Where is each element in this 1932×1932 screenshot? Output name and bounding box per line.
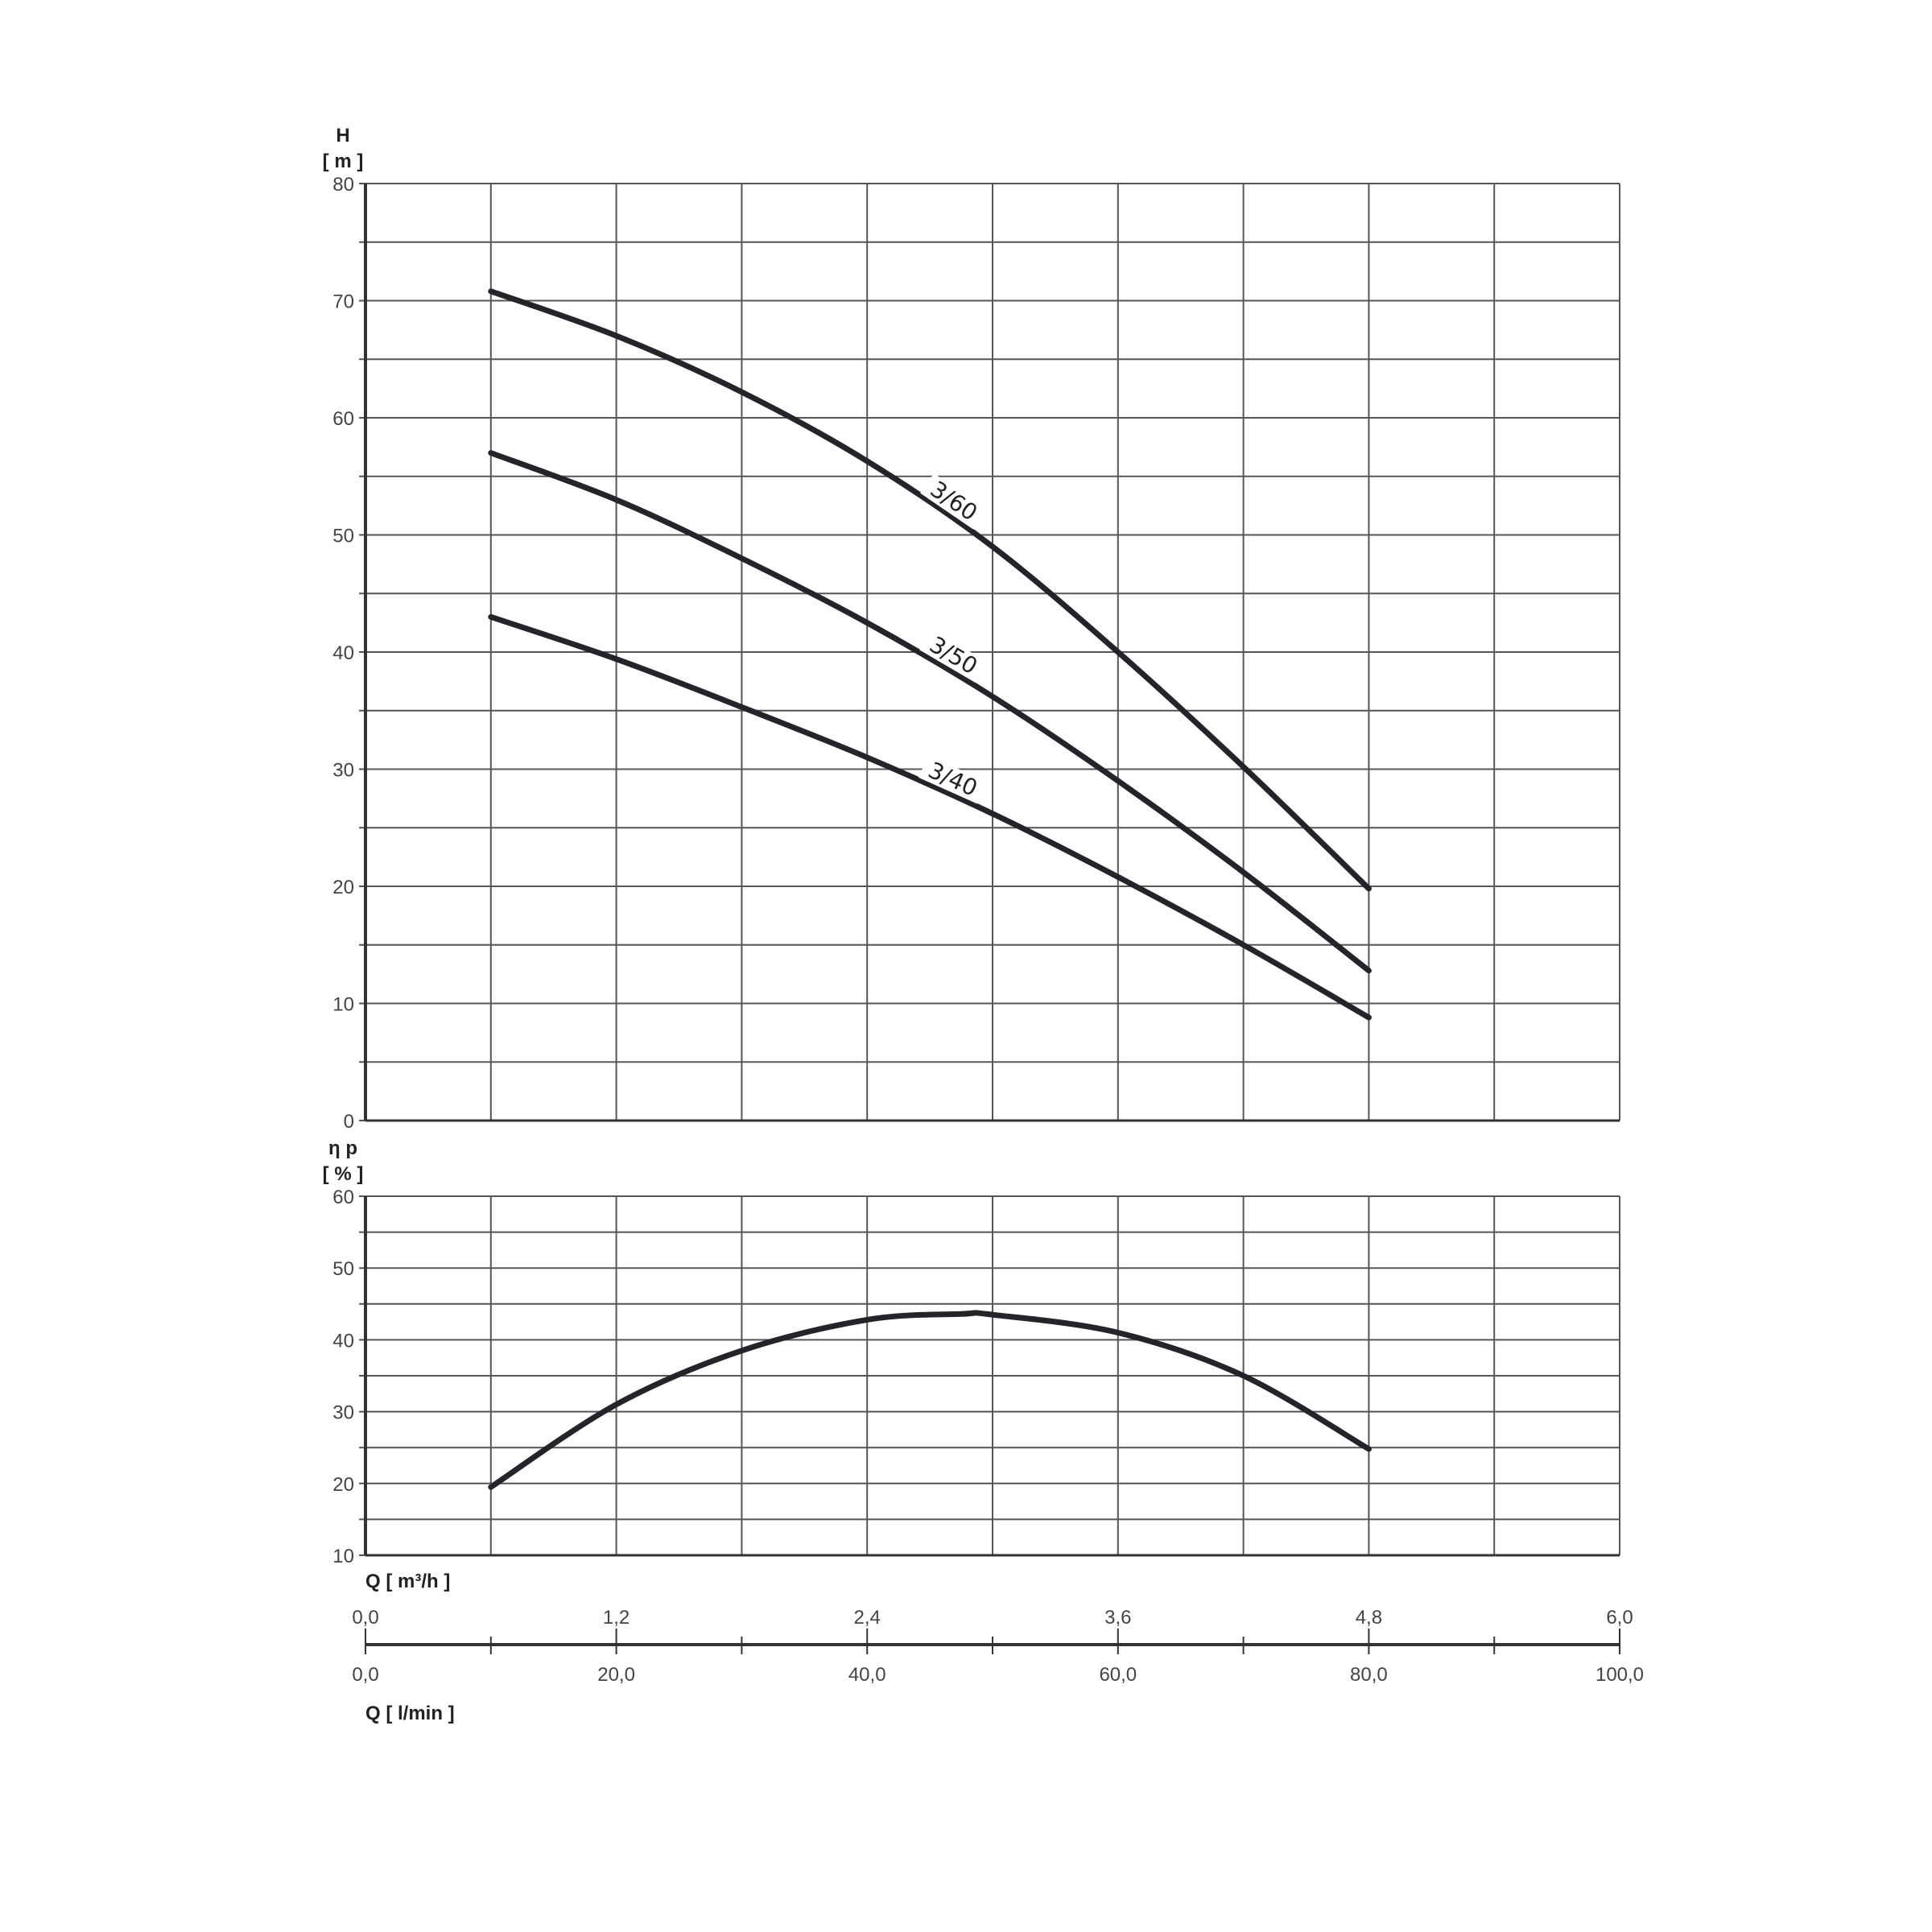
- y-tick-label: 0: [344, 1111, 354, 1133]
- y-tick-label: 20: [332, 1474, 354, 1496]
- series-label-bg: [920, 473, 988, 530]
- y-tick-label: 40: [332, 1330, 354, 1352]
- series-label-bg: [918, 755, 988, 804]
- x-axis-label-lmin: Q [ l/min ]: [365, 1703, 455, 1724]
- x-tick-label-lmin: 0,0: [352, 1664, 378, 1686]
- x-tick-label-m3h: 4,8: [1356, 1607, 1382, 1629]
- y-axis-unit: [ % ]: [323, 1163, 364, 1185]
- series-line: [488, 1310, 1372, 1490]
- series-line: [488, 613, 1372, 1021]
- x-tick-label-lmin: 60,0: [1099, 1664, 1137, 1686]
- y-axis-label: H: [336, 125, 349, 147]
- y-tick-label: 40: [332, 642, 354, 664]
- x-tick-label-m3h: 2,4: [854, 1607, 881, 1629]
- series-line: [488, 288, 1372, 892]
- x-axis-label-m3h: Q [ m³/h ]: [365, 1571, 450, 1592]
- series-line: [488, 450, 1372, 974]
- x-tick-label-lmin: 40,0: [848, 1664, 886, 1686]
- y-axis-unit: [ m ]: [323, 151, 364, 172]
- y-tick-label: 30: [332, 1402, 354, 1424]
- y-tick-label: 10: [332, 1546, 354, 1567]
- x-tick-label-m3h: 3,6: [1104, 1607, 1131, 1629]
- x-tick-label-m3h: 6,0: [1606, 1607, 1633, 1629]
- y-tick-label: 30: [332, 760, 354, 782]
- y-tick-label: 50: [332, 1258, 354, 1280]
- series-label-bg: [919, 629, 988, 683]
- y-tick-label: 50: [332, 526, 354, 547]
- y-tick-label: 60: [332, 1187, 354, 1208]
- x-tick-label-m3h: 0,0: [352, 1607, 378, 1629]
- x-tick-label-lmin: 80,0: [1350, 1664, 1388, 1686]
- y-tick-label: 80: [332, 174, 354, 196]
- x-tick-label-lmin: 20,0: [597, 1664, 635, 1686]
- x-tick-label-m3h: 1,2: [603, 1607, 630, 1629]
- y-tick-label: 60: [332, 408, 354, 430]
- y-tick-label: 10: [332, 994, 354, 1016]
- y-tick-label: 20: [332, 877, 354, 898]
- x-tick-label-lmin: 100,0: [1596, 1664, 1644, 1686]
- y-tick-label: 70: [332, 291, 354, 313]
- y-axis-label: η p: [328, 1137, 357, 1159]
